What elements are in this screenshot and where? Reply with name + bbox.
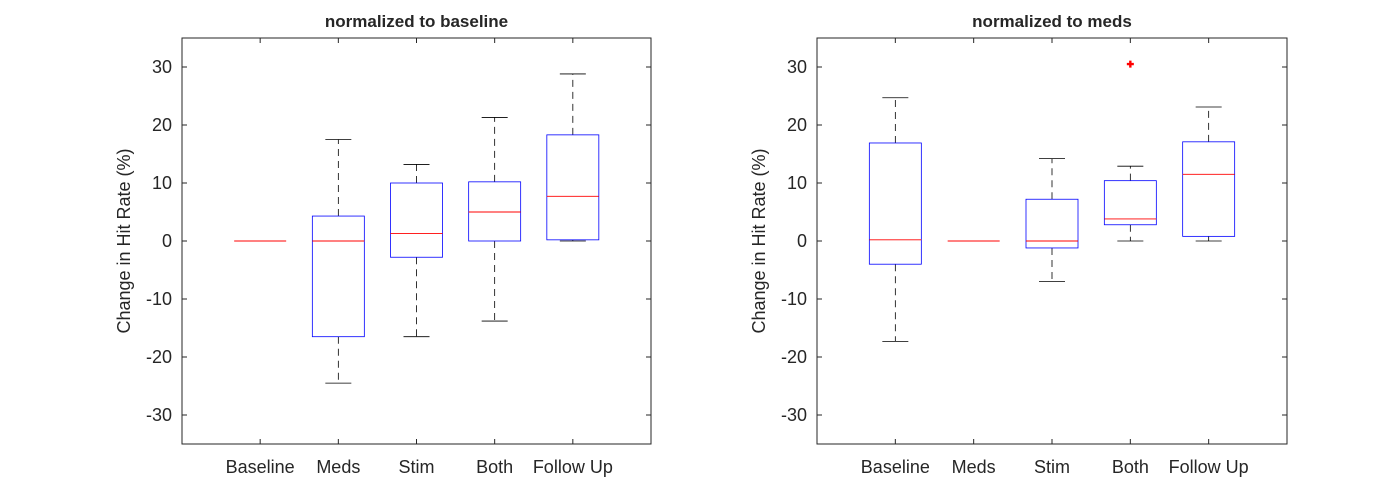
y-tick-label: 0	[797, 231, 807, 251]
y-tick-label: -10	[781, 289, 807, 309]
y-axis-label: Change in Hit Rate (%)	[749, 148, 769, 333]
y-tick-label: 20	[787, 115, 807, 135]
chart-title: normalized to meds	[972, 12, 1132, 31]
y-axis-label: Change in Hit Rate (%)	[114, 148, 134, 333]
box-stim	[390, 164, 443, 338]
box-body	[868, 142, 922, 265]
y-tick-label: -10	[146, 289, 172, 309]
x-tick-label: Follow Up	[533, 457, 613, 477]
y-tick-label: 10	[152, 173, 172, 193]
box-body	[390, 182, 443, 258]
y-tick-label: -20	[781, 347, 807, 367]
box-both	[468, 117, 522, 322]
box-both	[1103, 60, 1157, 242]
box-body	[1025, 198, 1079, 249]
x-tick-label: Follow Up	[1169, 457, 1249, 477]
box-body	[546, 134, 600, 241]
outlier-marker	[1126, 60, 1134, 68]
y-tick-label: -30	[781, 405, 807, 425]
x-tick-label: Meds	[952, 457, 996, 477]
right-boxplot-panel: -30 -20 -10 0 10 20 30 Baseline Meds Stim Both Foll…	[749, 12, 1288, 477]
box-body	[1182, 141, 1236, 237]
x-tick-label: Meds	[316, 457, 360, 477]
y-tick-label: -30	[146, 405, 172, 425]
box-meds	[311, 139, 365, 384]
y-tick-label: 20	[152, 115, 172, 135]
y-tick-label: -20	[146, 347, 172, 367]
x-tick-label: Stim	[399, 457, 435, 477]
x-tick-label: Both	[476, 457, 513, 477]
box-baseline	[868, 97, 922, 342]
x-tick-label: Baseline	[861, 457, 930, 477]
box-body	[468, 181, 522, 242]
box-stim	[1025, 158, 1079, 283]
box-body	[311, 215, 365, 338]
y-tick-label: 30	[787, 57, 807, 77]
left-boxplot-panel: -30 -20 -10 0 10 20 30 Baseline Meds Stim Both Foll…	[114, 12, 652, 477]
y-tick-label: 10	[787, 173, 807, 193]
box-follow-up	[546, 73, 600, 242]
box-body	[1103, 180, 1157, 226]
x-tick-label: Baseline	[226, 457, 295, 477]
chart-title: normalized to baseline	[325, 12, 508, 31]
y-tick-label: 0	[162, 231, 172, 251]
x-tick-label: Stim	[1034, 457, 1070, 477]
y-tick-label: 30	[152, 57, 172, 77]
box-follow-up	[1182, 106, 1236, 242]
x-tick-label: Both	[1112, 457, 1149, 477]
